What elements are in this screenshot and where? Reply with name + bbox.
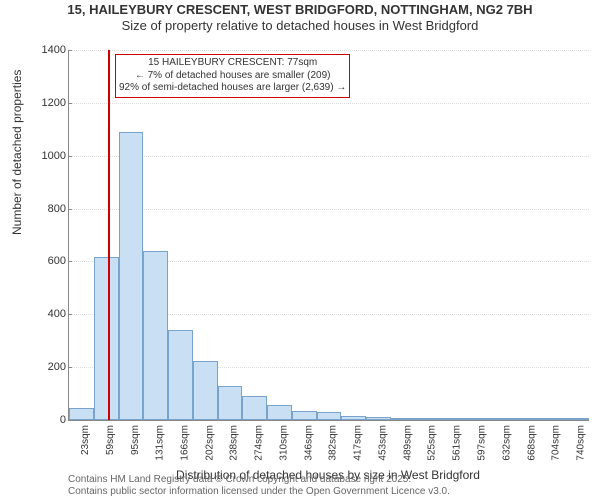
x-tick-label: 453sqm <box>378 425 389 461</box>
footer-line2: Contains public sector information licen… <box>68 486 450 498</box>
histogram-bar <box>416 418 441 420</box>
histogram-bar <box>515 418 540 420</box>
chart-title-sub: Size of property relative to detached ho… <box>0 18 600 34</box>
gridline <box>69 156 589 157</box>
y-tick-label: 0 <box>16 414 66 426</box>
x-tick-label: 668sqm <box>526 425 537 461</box>
x-tick-label: 131sqm <box>155 425 166 461</box>
x-tick-label: 632sqm <box>501 425 512 461</box>
histogram-bar <box>490 418 515 420</box>
y-tick-label: 1400 <box>16 44 66 56</box>
histogram-bar <box>94 257 119 420</box>
histogram-bar <box>267 405 292 420</box>
histogram-bar <box>341 416 366 420</box>
x-tick-label: 417sqm <box>353 425 364 461</box>
x-tick-label: 704sqm <box>551 425 562 461</box>
gridline <box>69 50 589 51</box>
y-tick-label: 1000 <box>16 150 66 162</box>
annotation-line3: 92% of semi-detached houses are larger (… <box>119 82 346 95</box>
property-marker-line <box>108 50 110 420</box>
histogram-bar <box>218 386 243 420</box>
annotation-line2: ← 7% of detached houses are smaller (209… <box>119 70 346 83</box>
x-tick-label: 274sqm <box>254 425 265 461</box>
x-tick-label: 95sqm <box>130 425 141 455</box>
x-tick-label: 346sqm <box>303 425 314 461</box>
y-tick-label: 1200 <box>16 97 66 109</box>
histogram-bar <box>69 408 94 420</box>
histogram-bar <box>292 411 317 420</box>
histogram-bar <box>143 251 168 420</box>
y-tick-label: 200 <box>16 361 66 373</box>
chart-title-block: 15, HAILEYBURY CRESCENT, WEST BRIDGFORD,… <box>0 0 600 33</box>
x-tick-label: 166sqm <box>179 425 190 461</box>
x-tick-label: 597sqm <box>477 425 488 461</box>
histogram-bar <box>440 418 465 420</box>
x-tick-label: 202sqm <box>204 425 215 461</box>
chart-title-main: 15, HAILEYBURY CRESCENT, WEST BRIDGFORD,… <box>0 2 600 18</box>
x-tick-label: 740sqm <box>576 425 587 461</box>
x-tick-label: 525sqm <box>427 425 438 461</box>
annotation-line1: 15 HAILEYBURY CRESCENT: 77sqm <box>119 57 346 70</box>
histogram-bar <box>193 361 218 420</box>
footer-line1: Contains HM Land Registry data © Crown c… <box>68 474 450 486</box>
x-tick-label: 23sqm <box>80 425 91 455</box>
histogram-bar <box>391 418 416 420</box>
marker-annotation: 15 HAILEYBURY CRESCENT: 77sqm ← 7% of de… <box>115 54 350 98</box>
histogram-bar <box>366 417 391 420</box>
x-tick-label: 489sqm <box>402 425 413 461</box>
histogram-bar <box>119 132 144 420</box>
chart-footer: Contains HM Land Registry data © Crown c… <box>68 474 450 498</box>
histogram-bar <box>168 330 193 420</box>
y-tick-label: 400 <box>16 308 66 320</box>
histogram-bar <box>317 412 342 420</box>
gridline <box>69 103 589 104</box>
plot-area: 15 HAILEYBURY CRESCENT: 77sqm ← 7% of de… <box>68 50 589 421</box>
histogram-bar <box>242 396 267 420</box>
histogram-bar <box>539 418 564 420</box>
histogram-bar <box>465 418 490 420</box>
x-tick-label: 382sqm <box>328 425 339 461</box>
x-tick-label: 561sqm <box>452 425 463 461</box>
x-tick-label: 310sqm <box>278 425 289 461</box>
gridline <box>69 209 589 210</box>
y-tick-label: 800 <box>16 203 66 215</box>
y-tick-label: 600 <box>16 255 66 267</box>
histogram-bar <box>564 418 589 420</box>
x-tick-label: 238sqm <box>229 425 240 461</box>
x-tick-label: 59sqm <box>105 425 116 455</box>
